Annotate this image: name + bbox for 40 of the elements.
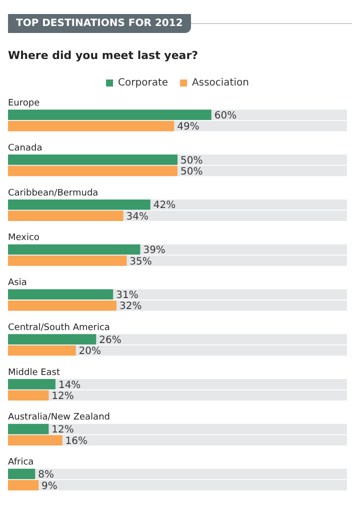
y-tick-label: Europe (8, 98, 40, 109)
data-label: 35% (130, 256, 152, 268)
data-label: 9% (42, 480, 58, 492)
y-tick-label: Mexico (8, 233, 40, 244)
legend-label: Association (192, 78, 249, 89)
data-label: 50% (180, 166, 203, 178)
data-label: 20% (78, 346, 102, 358)
data-label: 49% (177, 122, 200, 133)
data-label: 34% (126, 211, 148, 222)
data-label: 14% (58, 380, 81, 391)
data-label: 8% (38, 470, 54, 481)
y-tick-label: Central/South America (8, 322, 110, 333)
chart-subtitle: Where did you meet last year? (8, 49, 200, 62)
bar (8, 289, 114, 300)
data-label: 31% (116, 290, 138, 301)
data-label: 12% (52, 390, 74, 402)
bar (8, 480, 39, 490)
data-label: 42% (153, 200, 176, 212)
y-tick-label: Caribbean/Bermuda (8, 188, 98, 198)
bar (8, 468, 36, 480)
y-tick-label: Australia/New Zealand (8, 412, 110, 423)
bar (8, 424, 49, 434)
data-label: 16% (65, 436, 88, 447)
data-label: 26% (99, 334, 122, 346)
bar (8, 345, 76, 356)
legend-label: Corporate (118, 78, 168, 89)
y-tick-label: Middle East (8, 368, 60, 378)
bar (8, 390, 49, 401)
bar (8, 300, 116, 311)
chart-title: TOP DESTINATIONS FOR 2012 (8, 14, 191, 33)
data-label: 60% (214, 110, 237, 122)
data-label: 12% (52, 424, 74, 436)
y-tick-label: Canada (8, 143, 42, 154)
y-tick-label: Africa (8, 458, 34, 468)
y-tick-label: Asia (8, 278, 27, 288)
bar (8, 379, 56, 390)
bar (8, 435, 62, 446)
data-label: 50% (180, 155, 203, 166)
data-label: 39% (143, 245, 166, 256)
data-label: 32% (119, 301, 142, 312)
